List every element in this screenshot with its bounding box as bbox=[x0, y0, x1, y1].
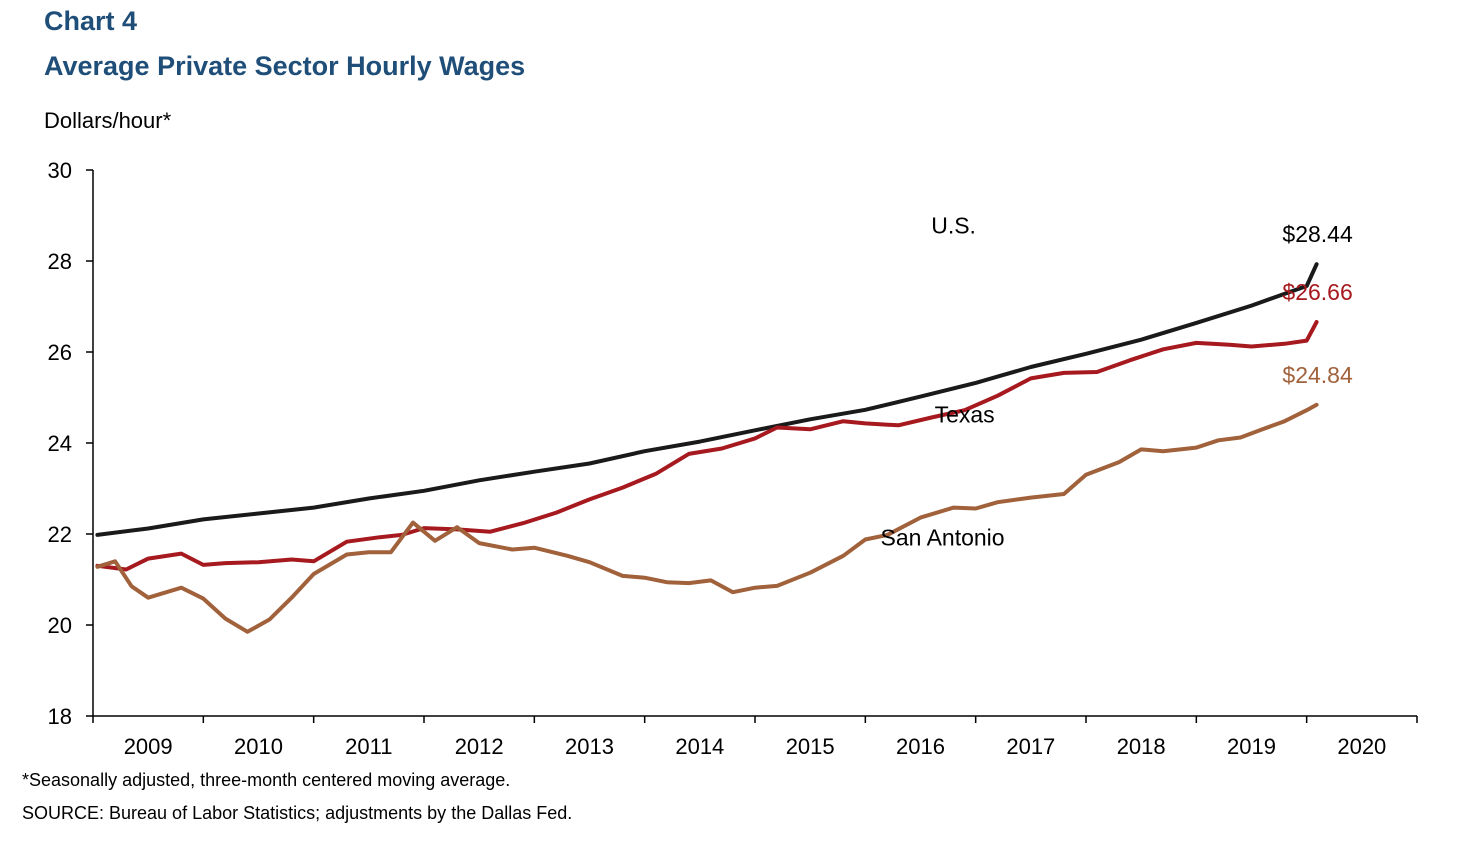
chart-footnote: *Seasonally adjusted, three-month center… bbox=[22, 770, 511, 790]
end-value-label-us: $28.44 bbox=[1282, 221, 1353, 247]
y-tick-label: 24 bbox=[48, 431, 72, 456]
x-tick-label: 2017 bbox=[1006, 734, 1055, 759]
series-line-san-antonio bbox=[95, 402, 1319, 634]
x-tick-label: 2015 bbox=[786, 734, 835, 759]
end-value-label-texas: $26.66 bbox=[1282, 279, 1352, 305]
chart-series bbox=[95, 262, 1319, 634]
series-label-texas: Texas bbox=[935, 402, 995, 428]
chart-source: SOURCE: Bureau of Labor Statistics; adju… bbox=[22, 803, 573, 823]
x-tick-label: 2014 bbox=[675, 734, 724, 759]
x-tick-label: 2009 bbox=[124, 734, 173, 759]
series-line-texas bbox=[95, 320, 1319, 572]
chart-title: Average Private Sector Hourly Wages bbox=[44, 51, 526, 81]
series-label-us: U.S. bbox=[931, 213, 976, 239]
y-tick-label: 18 bbox=[48, 704, 72, 729]
x-tick-label: 2020 bbox=[1337, 734, 1386, 759]
y-axis-unit-label: Dollars/hour* bbox=[44, 108, 172, 133]
y-tick-label: 20 bbox=[48, 613, 72, 638]
chart-axes: 18 20 22 24 26 28 30 2009 2010 2011 2012 2013 2014 20… bbox=[48, 158, 1418, 759]
y-tick-label: 22 bbox=[48, 522, 72, 547]
y-tick-label: 30 bbox=[48, 158, 72, 183]
series-label-san-antonio: San Antonio bbox=[881, 524, 1005, 550]
x-tick-label: 2010 bbox=[234, 734, 283, 759]
y-tick-label: 28 bbox=[48, 249, 72, 274]
chart-number: Chart 4 bbox=[44, 6, 138, 36]
x-tick-label: 2013 bbox=[565, 734, 614, 759]
x-tick-label: 2011 bbox=[345, 734, 392, 759]
series-line-us bbox=[95, 262, 1319, 537]
x-tick-label: 2016 bbox=[896, 734, 945, 759]
x-tick-label: 2019 bbox=[1227, 734, 1276, 759]
y-tick-label: 26 bbox=[48, 340, 72, 365]
x-tick-label: 2012 bbox=[455, 734, 504, 759]
x-tick-label: 2018 bbox=[1117, 734, 1166, 759]
chart-series-labels: U.S. $28.44 Texas $26.66 San Antonio $24.84 bbox=[881, 213, 1353, 551]
end-value-label-san-antonio: $24.84 bbox=[1282, 362, 1353, 388]
